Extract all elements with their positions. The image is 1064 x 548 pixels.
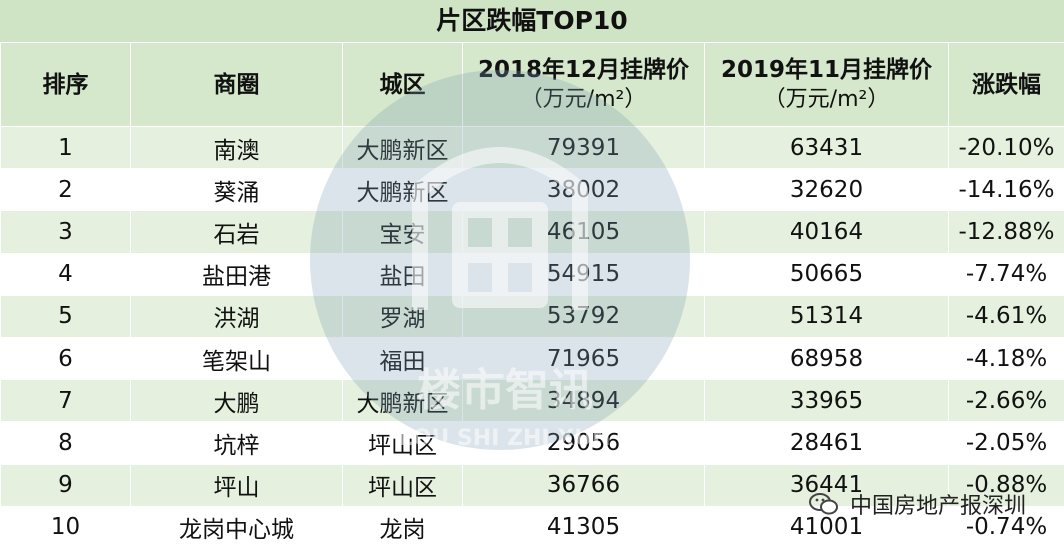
cell-price-2019: 50665: [704, 252, 949, 296]
header-area: 商圈: [130, 42, 343, 127]
cell-district: 宝安: [342, 210, 463, 254]
table-row: 1 南澳 大鹏新区 79391 63431 -20.10%: [0, 125, 1064, 170]
table-row: 6 笔架山 福田 71965 68958 -4.18%: [0, 336, 1064, 381]
header-price-2019: 2019年11月挂牌价 （万元/m²）: [704, 42, 949, 127]
cell-area: 笔架山: [130, 336, 343, 381]
cell-price-2019: 33965: [704, 379, 949, 423]
header-rank: 排序: [0, 42, 131, 127]
cell-change: -14.16%: [948, 168, 1064, 212]
table-header: 排序 商圈 城区 2018年12月挂牌价 （万元/m²） 2019年11月挂牌价…: [0, 42, 1064, 127]
cell-rank: 10: [0, 505, 131, 548]
cell-price-2018: 34894: [462, 379, 705, 423]
cell-price-2018: 41305: [462, 505, 705, 548]
cell-change: -2.66%: [948, 379, 1064, 423]
cell-change: -2.05%: [948, 421, 1064, 465]
cell-rank: 8: [0, 421, 131, 465]
cell-price-2018: 46105: [462, 210, 705, 254]
cell-rank: 7: [0, 379, 131, 423]
cell-price-2018: 53792: [462, 294, 705, 338]
cell-rank: 6: [0, 336, 131, 381]
table-title: 片区跌幅TOP10: [0, 0, 1064, 42]
cell-price-2019: 63431: [704, 125, 949, 170]
header-price-2018-label: 2018年12月挂牌价: [477, 56, 690, 83]
wechat-icon: [808, 492, 839, 522]
cell-rank: 3: [0, 210, 131, 254]
cell-price-2018: 29056: [462, 421, 705, 465]
table-row: 9 坪山 坪山区 36766 36441 -0.88%: [0, 463, 1064, 507]
cell-rank: 2: [0, 168, 131, 212]
cell-price-2018: 79391: [462, 125, 705, 170]
cell-district: 坪山区: [342, 463, 463, 507]
ranking-table: 排序 商圈 城区 2018年12月挂牌价 （万元/m²） 2019年11月挂牌价…: [0, 42, 1064, 548]
header-price-2018-unit: （万元/m²）: [520, 86, 647, 112]
cell-area: 坪山: [130, 463, 343, 507]
header-change: 涨跌幅: [948, 42, 1064, 127]
table-row: 4 盐田港 盐田 54915 50665 -7.74%: [0, 252, 1064, 296]
cell-rank: 4: [0, 252, 131, 296]
source-credit: 中国房地产报深圳: [808, 488, 1026, 522]
header-row: 排序 商圈 城区 2018年12月挂牌价 （万元/m²） 2019年11月挂牌价…: [0, 42, 1064, 127]
table-row: 7 大鹏 大鹏新区 34894 33965 -2.66%: [0, 379, 1064, 423]
cell-change: -7.74%: [948, 252, 1064, 296]
cell-area: 龙岗中心城: [130, 505, 343, 548]
cell-district: 大鹏新区: [342, 168, 463, 212]
cell-price-2019: 32620: [704, 168, 949, 212]
cell-price-2019: 28461: [704, 421, 949, 465]
cell-area: 葵涌: [130, 168, 343, 212]
cell-area: 大鹏: [130, 379, 343, 423]
table-body: 1 南澳 大鹏新区 79391 63431 -20.10% 2 葵涌 大鹏新区 …: [0, 125, 1064, 548]
cell-price-2019: 51314: [704, 294, 949, 338]
cell-price-2019: 40164: [704, 210, 949, 254]
cell-district: 龙岗: [342, 505, 463, 548]
cell-area: 石岩: [130, 210, 343, 254]
cell-change: -4.61%: [948, 294, 1064, 338]
cell-price-2018: 54915: [462, 252, 705, 296]
cell-district: 坪山区: [342, 421, 463, 465]
cell-district: 大鹏新区: [342, 379, 463, 423]
header-district: 城区: [342, 42, 463, 127]
header-price-2019-unit: （万元/m²）: [763, 86, 890, 112]
cell-price-2019: 68958: [704, 336, 949, 381]
cell-area: 洪湖: [130, 294, 343, 338]
table-row: 2 葵涌 大鹏新区 38002 32620 -14.16%: [0, 168, 1064, 212]
cell-rank: 5: [0, 294, 131, 338]
cell-price-2018: 36766: [462, 463, 705, 507]
table-row: 3 石岩 宝安 46105 40164 -12.88%: [0, 210, 1064, 254]
table-row: 5 洪湖 罗湖 53792 51314 -4.61%: [0, 294, 1064, 338]
cell-change: -12.88%: [948, 210, 1064, 254]
cell-rank: 1: [0, 125, 131, 170]
cell-area: 盐田港: [130, 252, 343, 296]
cell-district: 大鹏新区: [342, 125, 463, 170]
table-row: 8 坑梓 坪山区 29056 28461 -2.05%: [0, 421, 1064, 465]
cell-price-2018: 38002: [462, 168, 705, 212]
cell-change: -0.74%: [948, 505, 1064, 548]
cell-area: 南澳: [130, 125, 343, 170]
cell-district: 罗湖: [342, 294, 463, 338]
cell-district: 盐田: [342, 252, 463, 296]
header-price-2019-label: 2019年11月挂牌价: [720, 56, 933, 83]
header-price-2018: 2018年12月挂牌价 （万元/m²）: [462, 42, 705, 127]
cell-price-2019: 36441: [704, 463, 949, 507]
cell-rank: 9: [0, 463, 131, 507]
cell-price-2018: 71965: [462, 336, 705, 381]
cell-change: -20.10%: [948, 125, 1064, 170]
cell-district: 福田: [342, 336, 463, 381]
source-text: 中国房地产报深圳: [849, 494, 1026, 519]
cell-area: 坑梓: [130, 421, 343, 465]
cell-change: -4.18%: [948, 336, 1064, 381]
cell-change: -0.88%: [948, 463, 1064, 507]
